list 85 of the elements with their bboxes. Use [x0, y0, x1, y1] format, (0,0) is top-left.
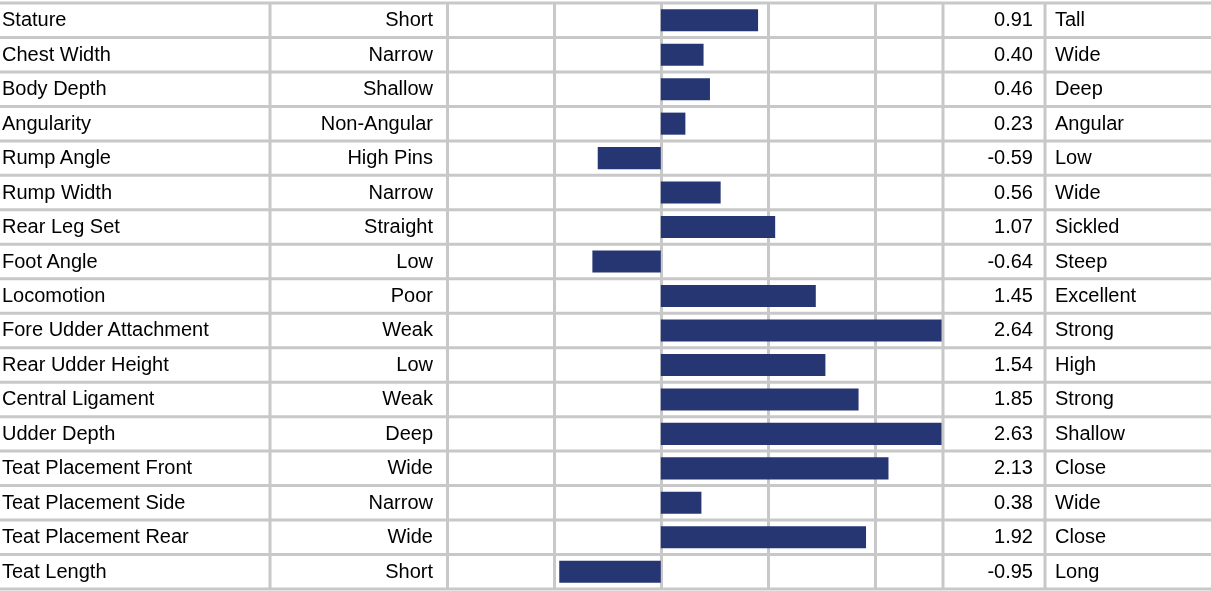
- data-label: 0.38: [994, 490, 1033, 513]
- text: Narrow: [368, 42, 434, 65]
- y-tick-label: Udder Depth: [2, 421, 116, 444]
- data-label: 1.85: [994, 387, 1033, 410]
- text: Non-Angular: [320, 111, 434, 134]
- data-label: 2.63: [994, 421, 1033, 444]
- text: Tall: [1055, 8, 1086, 31]
- text: Excellent: [1055, 284, 1137, 306]
- bar: [660, 422, 942, 445]
- data-label: 2.13: [994, 456, 1033, 479]
- text: Poor: [390, 284, 434, 306]
- bar: [660, 216, 776, 239]
- text: High: [1055, 352, 1097, 375]
- y-tick-label: Body Depth: [2, 77, 107, 100]
- bar: [597, 147, 661, 170]
- data-label: 1.54: [994, 352, 1033, 375]
- y-tick-label: Rump Width: [2, 180, 113, 203]
- text: Narrow: [368, 180, 434, 203]
- text: High Pins: [347, 146, 433, 169]
- y-tick-label: Angularity: [2, 111, 91, 134]
- bar: [592, 250, 661, 273]
- text: Deep: [1055, 77, 1103, 100]
- data-label: -0.95: [987, 559, 1033, 582]
- data-label: 0.40: [994, 42, 1033, 65]
- text: Low: [396, 352, 434, 375]
- y-tick-label: Central Ligament: [2, 387, 155, 410]
- text: Weak: [382, 318, 434, 341]
- text: Shallow: [362, 77, 434, 100]
- y-tick-label: Locomotion: [2, 284, 106, 306]
- y-tick-label: Rump Angle: [2, 146, 111, 169]
- text: Low: [1055, 146, 1093, 169]
- text: Weak: [382, 387, 434, 410]
- text: Sickled: [1055, 215, 1120, 238]
- y-tick-label: Teat Length: [2, 559, 107, 582]
- bar: [660, 112, 686, 135]
- text: Wide: [387, 525, 433, 548]
- y-tick-label: Teat Placement Front: [2, 456, 193, 479]
- y-tick-label: Teat Placement Rear: [2, 525, 190, 548]
- text: Wide: [1055, 42, 1101, 65]
- data-label: 2.64: [994, 318, 1033, 341]
- text: Angular: [1055, 111, 1125, 134]
- bar: [660, 78, 710, 101]
- data-label: 0.46: [994, 77, 1033, 100]
- y-tick-label: Stature: [2, 8, 67, 31]
- data-label: 0.23: [994, 111, 1033, 134]
- y-tick-label: Teat Placement Side: [2, 490, 186, 513]
- text: Strong: [1055, 387, 1114, 410]
- y-tick-label: Fore Udder Attachment: [2, 318, 210, 341]
- text: Strong: [1055, 318, 1114, 341]
- text: Short: [385, 559, 434, 582]
- data-label: 0.91: [994, 8, 1033, 31]
- data-label: 1.92: [994, 525, 1033, 548]
- text: Deep: [385, 421, 433, 444]
- bar: [660, 353, 826, 376]
- text: Low: [396, 249, 434, 272]
- y-tick-label: Foot Angle: [2, 249, 98, 272]
- text: Narrow: [368, 490, 434, 513]
- bar: [660, 43, 704, 66]
- text: Long: [1055, 559, 1100, 582]
- data-label: 0.56: [994, 180, 1033, 203]
- text: Close: [1055, 525, 1107, 548]
- y-tick-label: Chest Width: [2, 42, 111, 65]
- bar: [660, 181, 721, 204]
- text: Wide: [1055, 490, 1101, 513]
- bar: [660, 526, 867, 549]
- text: Wide: [1055, 180, 1101, 203]
- bar: [660, 319, 943, 342]
- bar: [559, 560, 661, 583]
- y-tick-label: Rear Leg Set: [2, 215, 121, 238]
- data-label: 1.45: [994, 284, 1033, 306]
- data-label: -0.59: [987, 146, 1033, 169]
- text: Close: [1055, 456, 1107, 479]
- data-label: 1.07: [994, 215, 1033, 238]
- data-label: -0.64: [987, 249, 1033, 272]
- bar: [660, 457, 889, 480]
- text: Steep: [1055, 249, 1108, 272]
- y-tick-label: Rear Udder Height: [2, 352, 170, 375]
- text: Wide: [387, 456, 433, 479]
- text: Shallow: [1055, 421, 1126, 444]
- bar: [660, 9, 759, 32]
- bar: [660, 388, 859, 411]
- bar: [660, 491, 702, 514]
- bar: [660, 284, 816, 308]
- text: Short: [385, 8, 434, 31]
- text: Straight: [364, 215, 434, 238]
